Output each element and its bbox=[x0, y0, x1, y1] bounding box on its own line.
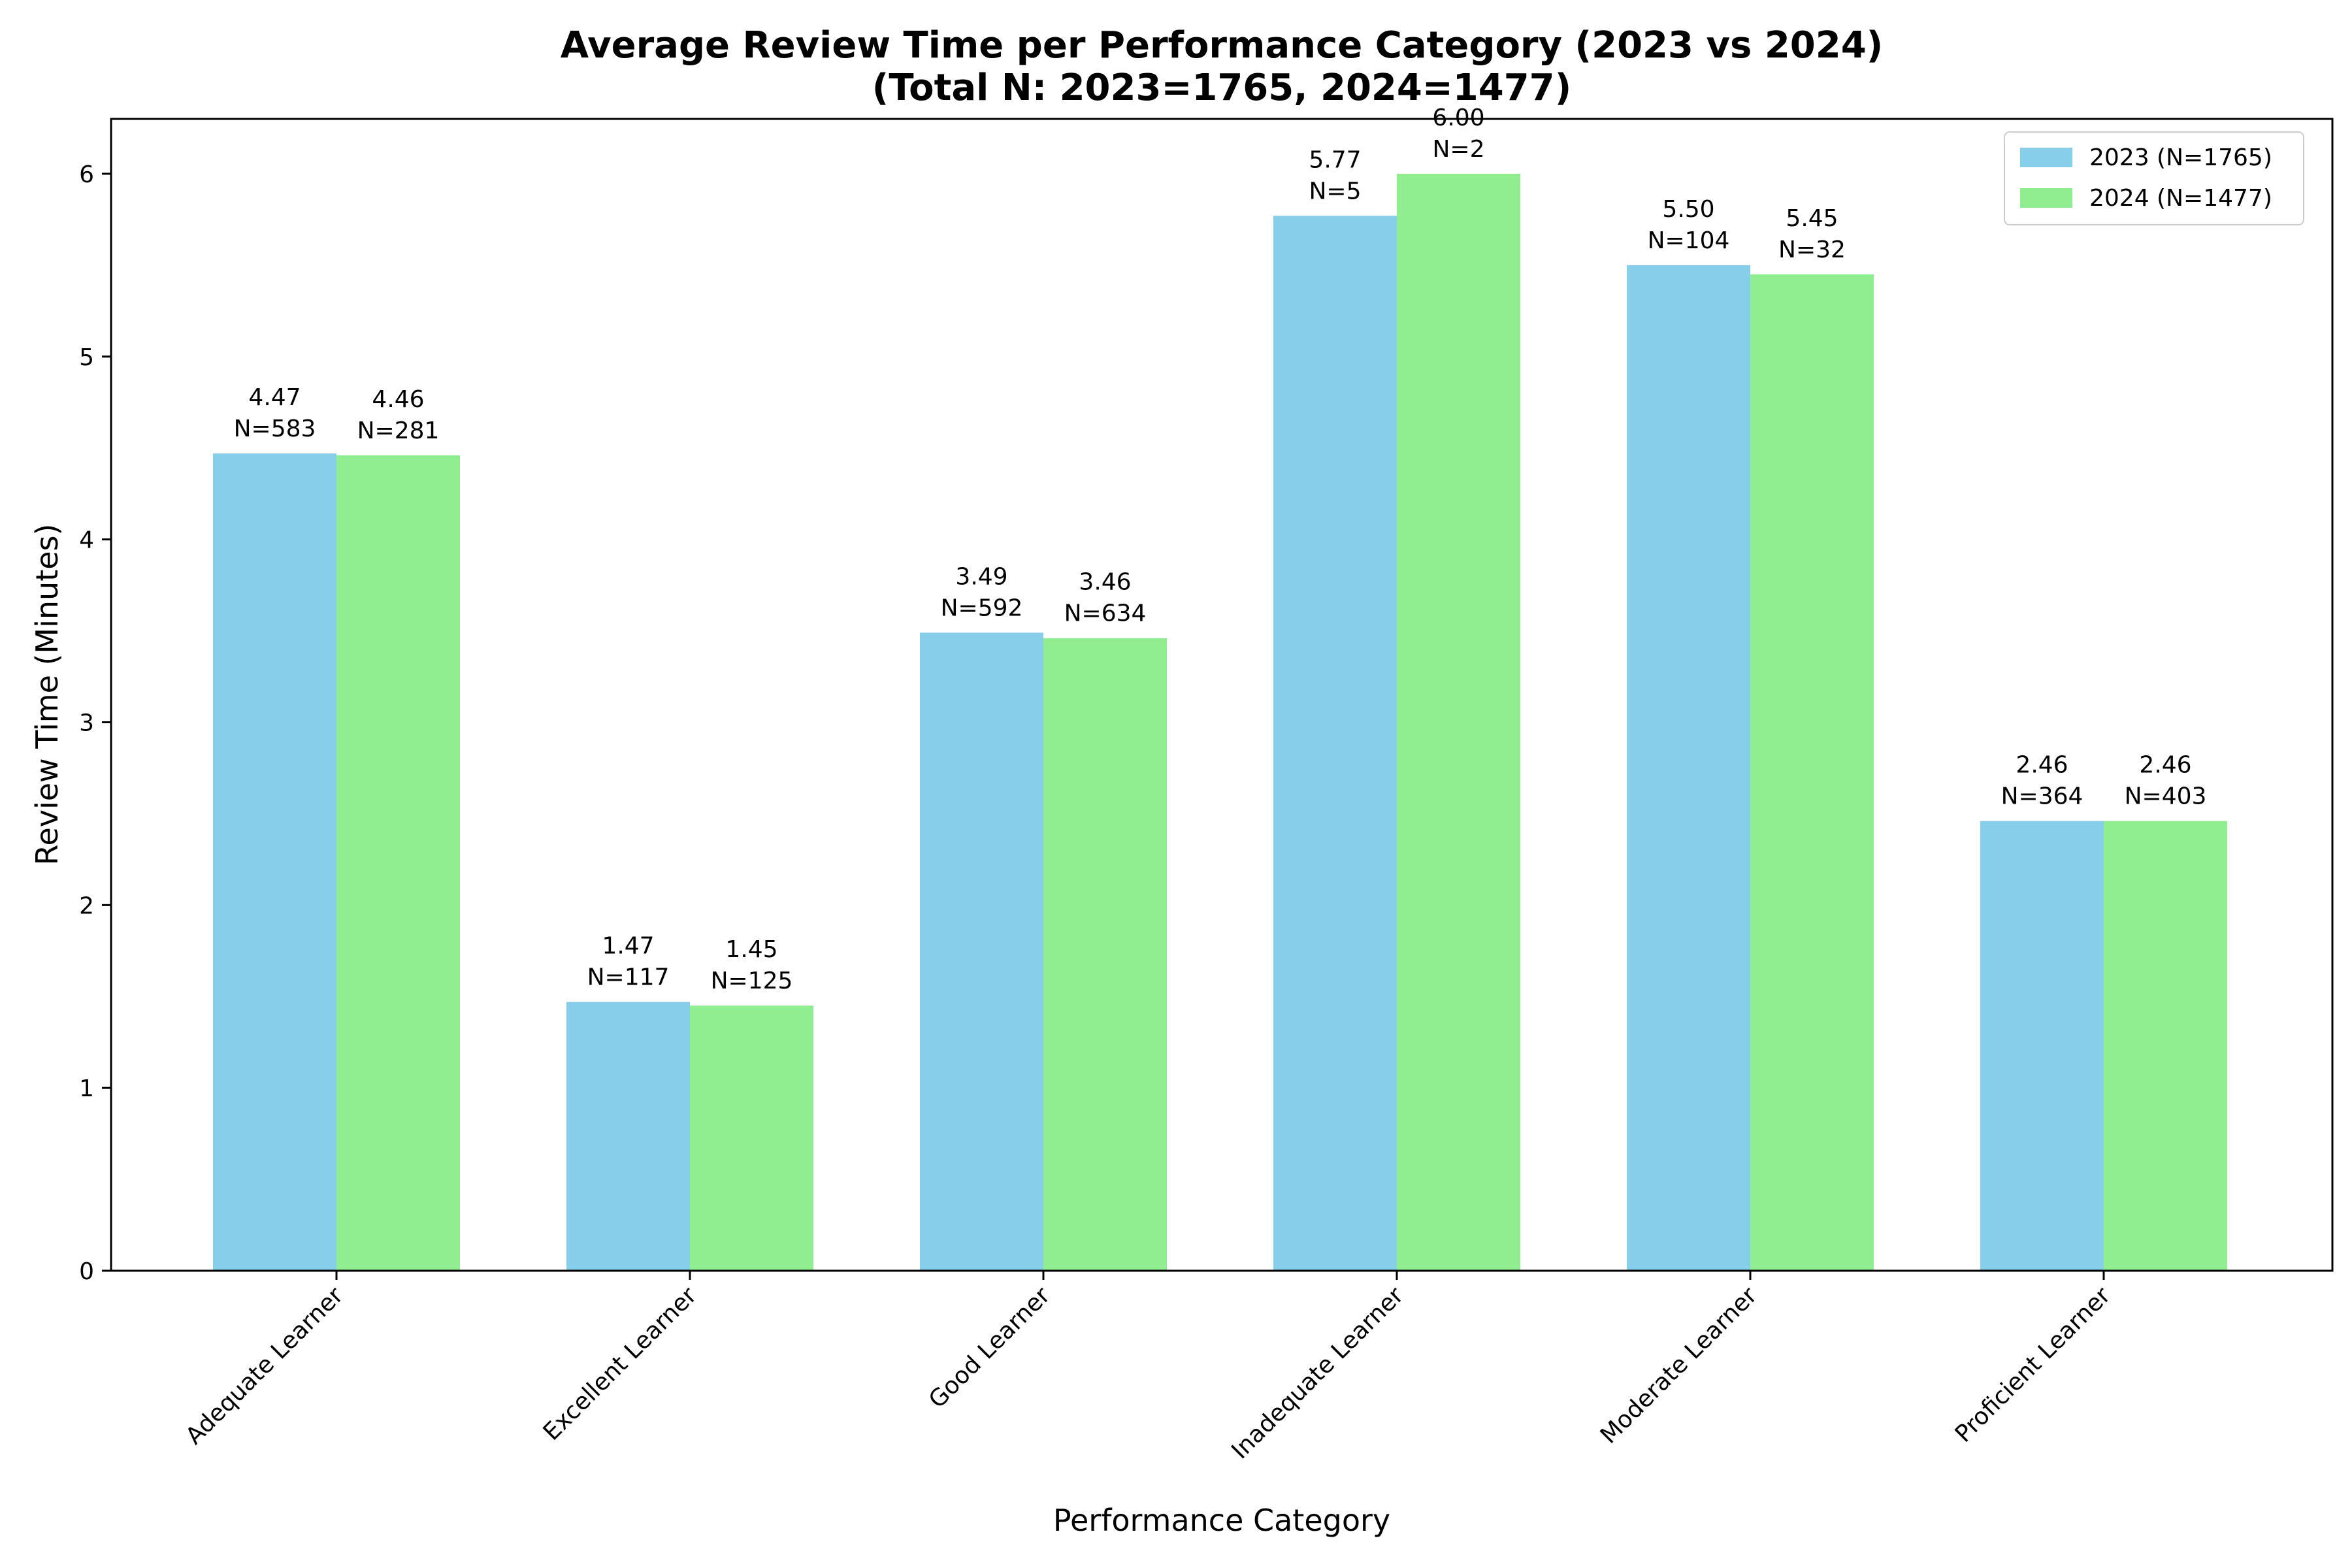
n-label-adequate-learner-2023: N=583 bbox=[234, 416, 316, 442]
y-tick-label-6: 6 bbox=[79, 161, 94, 188]
n-label-good-learner-2023: N=592 bbox=[941, 595, 1023, 621]
bar-excellent-learner-2024 bbox=[690, 1005, 813, 1271]
value-label-inadequate-learner-2024: 6.00 bbox=[1432, 105, 1484, 131]
y-tick-label-4: 4 bbox=[79, 527, 94, 554]
y-tick-label-0: 0 bbox=[79, 1258, 94, 1285]
bar-adequate-learner-2023 bbox=[213, 453, 336, 1271]
value-label-moderate-learner-2024: 5.45 bbox=[1786, 205, 1838, 232]
n-label-moderate-learner-2023: N=104 bbox=[1648, 227, 1730, 254]
y-axis: 0 1 2 3 4 5 6 bbox=[79, 161, 111, 1285]
plot-frame bbox=[110, 118, 2334, 1272]
value-label-excellent-learner-2023: 1.47 bbox=[602, 933, 654, 960]
bars-group bbox=[213, 173, 2227, 1271]
legend-swatch-2024 bbox=[2020, 188, 2072, 208]
y-tick-label-2: 2 bbox=[79, 892, 94, 919]
value-label-inadequate-learner-2023: 5.77 bbox=[1309, 146, 1361, 173]
n-label-excellent-learner-2023: N=117 bbox=[587, 964, 670, 991]
legend-label-2023: 2023 (N=1765) bbox=[2089, 144, 2272, 171]
bar-moderate-learner-2024 bbox=[1750, 274, 1874, 1271]
n-label-excellent-learner-2024: N=125 bbox=[711, 968, 793, 994]
bar-moderate-learner-2023 bbox=[1627, 265, 1750, 1271]
legend-swatch-2023 bbox=[2020, 148, 2072, 167]
value-label-adequate-learner-2023: 4.47 bbox=[248, 384, 301, 411]
n-label-proficient-learner-2024: N=403 bbox=[2125, 783, 2207, 810]
y-tick-label-5: 5 bbox=[79, 344, 94, 371]
n-label-inadequate-learner-2023: N=5 bbox=[1309, 178, 1362, 204]
x-axis-label: Performance Category bbox=[1053, 1503, 1390, 1538]
value-label-excellent-learner-2024: 1.45 bbox=[725, 936, 777, 963]
bar-inadequate-learner-2023 bbox=[1273, 216, 1397, 1271]
bar-good-learner-2023 bbox=[920, 632, 1043, 1271]
n-label-inadequate-learner-2024: N=2 bbox=[1433, 136, 1485, 163]
bar-adequate-learner-2024 bbox=[336, 455, 460, 1271]
value-label-good-learner-2024: 3.46 bbox=[1079, 569, 1131, 596]
n-label-adequate-learner-2024: N=281 bbox=[357, 417, 440, 444]
chart-subtitle: (Total N: 2023=1765, 2024=1477) bbox=[872, 67, 1571, 109]
bar-proficient-learner-2023 bbox=[1980, 821, 2104, 1271]
legend-box bbox=[2004, 131, 2304, 225]
bar-inadequate-learner-2024 bbox=[1397, 173, 1520, 1271]
value-label-adequate-learner-2024: 4.46 bbox=[372, 386, 424, 413]
value-label-proficient-learner-2024: 2.46 bbox=[2139, 752, 2191, 779]
n-label-good-learner-2024: N=634 bbox=[1064, 600, 1147, 627]
bar-excellent-learner-2023 bbox=[566, 1002, 690, 1271]
n-label-moderate-learner-2024: N=32 bbox=[1778, 237, 1846, 263]
chart-title: Average Review Time per Performance Cate… bbox=[561, 24, 1884, 67]
y-axis-label: Review Time (Minutes) bbox=[29, 524, 65, 866]
y-tick-label-3: 3 bbox=[79, 710, 94, 736]
n-label-proficient-learner-2023: N=364 bbox=[2001, 783, 2083, 810]
bar-labels-group: 4.47 N=583 4.46 N=281 1.47 N=117 1.45 N=125 3.49… bbox=[234, 105, 2207, 994]
legend: 2023 (N=1765) 2024 (N=1477) bbox=[2004, 131, 2304, 225]
bar-proficient-learner-2024 bbox=[2104, 821, 2227, 1271]
value-label-proficient-learner-2023: 2.46 bbox=[2016, 752, 2068, 779]
legend-label-2024: 2024 (N=1477) bbox=[2089, 185, 2272, 212]
y-tick-label-1: 1 bbox=[79, 1075, 94, 1102]
value-label-good-learner-2023: 3.49 bbox=[955, 563, 1007, 590]
value-label-moderate-learner-2023: 5.50 bbox=[1662, 196, 1714, 223]
bar-good-learner-2024 bbox=[1043, 638, 1167, 1271]
